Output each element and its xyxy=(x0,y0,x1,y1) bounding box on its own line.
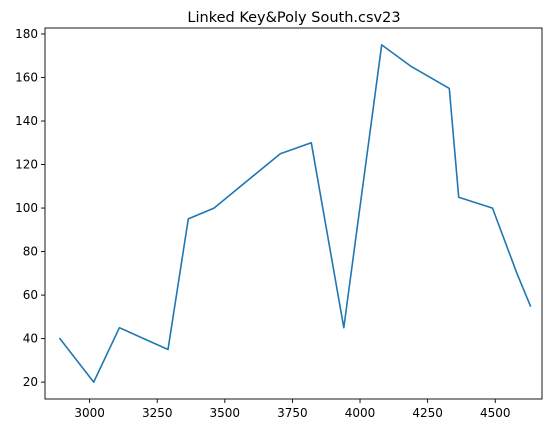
y-tick-label: 140 xyxy=(15,114,38,128)
x-axis: 3000 3250 3500 3750 4000 4250 4500 xyxy=(74,399,510,420)
data-point xyxy=(280,153,282,155)
data-point xyxy=(343,327,345,329)
data-point xyxy=(213,207,215,209)
data-point xyxy=(381,44,383,46)
data-point xyxy=(530,305,532,307)
data-point xyxy=(311,142,313,144)
y-axis: 20 40 60 80 100 120 140 160 180 xyxy=(15,27,45,389)
data-point xyxy=(167,349,169,351)
data-point xyxy=(449,88,451,90)
x-tick-label: 3500 xyxy=(210,406,241,420)
y-tick-label: 20 xyxy=(23,375,38,389)
series-layer xyxy=(58,44,532,383)
data-point xyxy=(411,66,413,68)
data-point xyxy=(492,207,494,209)
x-tick-label: 4000 xyxy=(345,406,376,420)
data-point xyxy=(188,218,190,220)
x-tick-label: 4500 xyxy=(480,406,511,420)
data-point xyxy=(59,338,61,340)
y-tick-label: 160 xyxy=(15,71,38,85)
x-tick-label: 3250 xyxy=(142,406,173,420)
data-point xyxy=(458,196,460,198)
data-point xyxy=(93,381,95,383)
data-point xyxy=(516,273,518,275)
series-line-0 xyxy=(58,44,532,383)
y-tick-label: 40 xyxy=(23,332,38,346)
y-tick-label: 60 xyxy=(23,288,38,302)
data-point xyxy=(119,327,121,329)
y-tick-label: 180 xyxy=(15,27,38,41)
y-tick-label: 120 xyxy=(15,158,38,172)
y-tick-label: 100 xyxy=(15,201,38,215)
x-tick-label: 4250 xyxy=(412,406,443,420)
chart-title: Linked Key&Poly South.csv23 xyxy=(187,10,400,26)
plot-area-frame xyxy=(44,27,543,400)
y-tick-label: 80 xyxy=(23,245,38,259)
x-tick-label: 3750 xyxy=(277,406,308,420)
x-tick-label: 3000 xyxy=(74,406,105,420)
